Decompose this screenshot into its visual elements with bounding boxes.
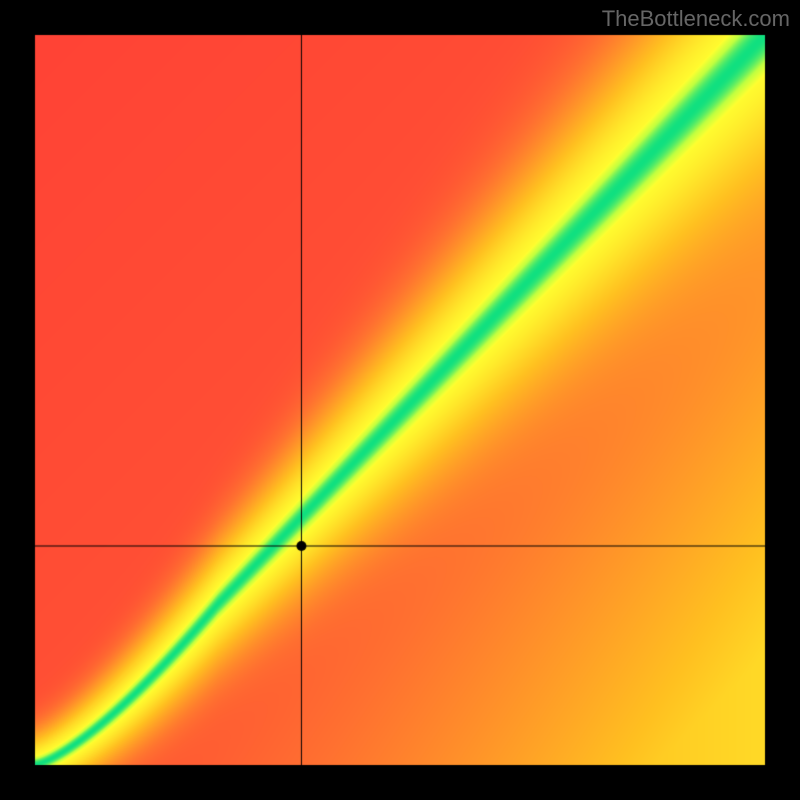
bottleneck-heatmap [0,0,800,800]
watermark-text: TheBottleneck.com [602,6,790,32]
